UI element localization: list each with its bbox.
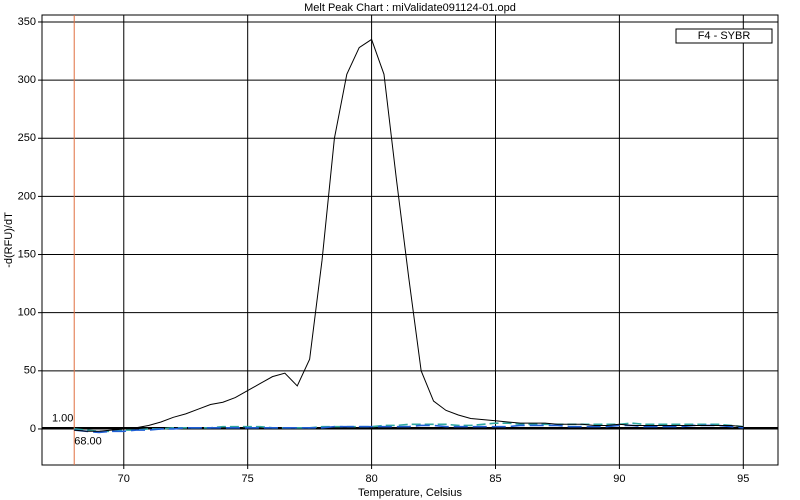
threshold-label: 1.00	[52, 413, 73, 425]
x-axis-label: Temperature, Celsius	[358, 487, 462, 499]
legend-box	[675, 28, 773, 44]
y-axis-label: -d(RFU)/dT	[3, 212, 15, 268]
x-tick-label: 70	[118, 473, 130, 485]
y-tick-label: 0	[30, 423, 36, 435]
legend-label: F4 - SYBR	[698, 30, 751, 42]
x-tick-label: 95	[737, 473, 749, 485]
y-tick-label: 200	[18, 190, 36, 202]
series-line	[74, 422, 744, 433]
y-tick-label: 100	[18, 307, 36, 319]
chart-title: Melt Peak Chart : miValidate091124-01.op…	[304, 2, 516, 14]
y-tick-label: 250	[18, 132, 36, 144]
x-tick-label: 80	[365, 473, 377, 485]
x-tick-label: 90	[613, 473, 625, 485]
series-line	[74, 38, 744, 432]
y-tick-label: 50	[24, 365, 36, 377]
y-tick-label: 350	[18, 16, 36, 28]
marker-label: 68.00	[74, 436, 102, 448]
x-tick-label: 75	[242, 473, 254, 485]
y-tick-label: 300	[18, 74, 36, 86]
x-tick-label: 85	[489, 473, 501, 485]
y-tick-label: 150	[18, 248, 36, 260]
plot-area	[41, 14, 779, 466]
